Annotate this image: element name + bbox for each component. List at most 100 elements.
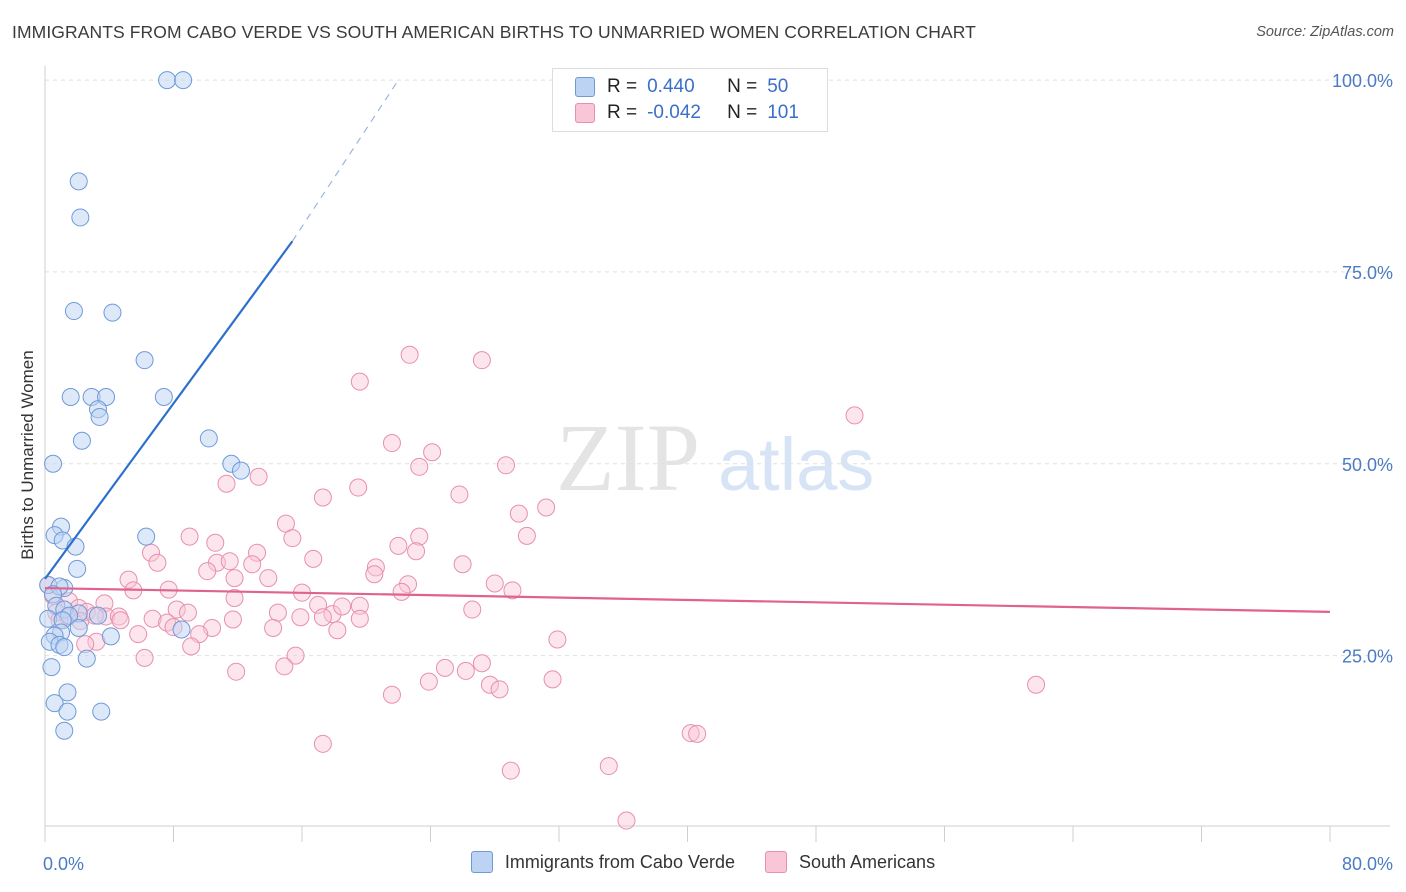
stats-box: R = 0.440 N = 50 R = -0.042 N = 101 [552, 68, 828, 132]
south-american-point [225, 569, 244, 588]
cabo-verde-point [135, 351, 154, 370]
cabo-verde-point [199, 429, 218, 448]
south-american-point [220, 552, 239, 571]
south-american-point [599, 757, 618, 776]
cabo-verde-point [64, 302, 83, 321]
watermark-zip: ZIP [556, 404, 700, 511]
cabo-verde-point [101, 627, 120, 646]
south-american-point [264, 618, 283, 637]
south-american-point [472, 654, 491, 673]
stats-row-south-americans: R = -0.042 N = 101 [575, 100, 799, 126]
south-american-point [135, 648, 154, 667]
south-american-point [392, 582, 411, 601]
south-american-point [548, 630, 567, 649]
south-american-point [111, 611, 130, 630]
south-american-point [198, 562, 217, 581]
south-american-point [206, 533, 225, 552]
stats-n-value: 101 [767, 102, 799, 123]
legend-label: Immigrants from Cabo Verde [504, 851, 735, 872]
south-american-point [313, 488, 332, 507]
stats-r-label: R = [607, 102, 638, 123]
y-tick-label: 75.0% [1342, 263, 1393, 283]
source-attribution: Source: ZipAtlas.com [1256, 24, 1394, 40]
stats-n-value: 50 [767, 76, 789, 97]
south-american-point [291, 608, 310, 627]
legend-item-south-americans[interactable]: South Americans [765, 851, 935, 873]
legend-swatch-blue [470, 851, 493, 873]
cabo-verde-point [72, 431, 91, 450]
cabo-verde-point [44, 454, 63, 473]
cabo-verde-point [154, 387, 173, 406]
cabo-verde-point [58, 702, 77, 721]
south-american-point [182, 637, 201, 656]
south-american-point [313, 608, 332, 627]
south-american-point [490, 680, 509, 699]
cabo-verde-point [61, 387, 80, 406]
south-american-point [178, 603, 197, 622]
south-american-point [328, 621, 347, 640]
cabo-verde-point [58, 683, 77, 702]
cabo-verde-point [69, 618, 88, 637]
south-american-point [435, 658, 454, 677]
south-american-point [223, 610, 242, 629]
south-american-point [501, 761, 520, 780]
south-american-point [496, 456, 515, 475]
chart-legend: Immigrants from Cabo Verde South America… [0, 851, 1406, 873]
south-american-point [283, 529, 302, 548]
south-american-point [323, 605, 342, 624]
south-american-point [227, 662, 246, 681]
south-american-point [217, 474, 236, 493]
south-american-point [225, 589, 244, 608]
south-american-point [407, 542, 426, 561]
cabo-verde-point [103, 303, 122, 322]
cabo-verde-point [69, 172, 88, 191]
cabo-verde-point [158, 71, 177, 90]
south-american-point [268, 603, 287, 622]
south-american-point [845, 406, 864, 425]
south-american-point [158, 613, 177, 632]
south-american-point [243, 555, 262, 574]
cabo-verde-point [68, 559, 87, 578]
south-american-point [399, 575, 418, 594]
south-american-point [400, 345, 419, 364]
cabo-verde-point [172, 620, 191, 639]
south-american-point [350, 372, 369, 391]
south-american-point [463, 600, 482, 619]
south-american-point [503, 581, 522, 600]
south-american-point [382, 434, 401, 453]
south-american-point [410, 527, 429, 546]
south-american-point [148, 553, 167, 572]
south-american-point [480, 675, 499, 694]
south-american-point [304, 549, 323, 568]
legend-swatch-pink [765, 851, 787, 873]
south-american-point [543, 670, 562, 689]
cabo-verde-point [90, 407, 109, 426]
south-american-point [313, 734, 332, 753]
cabo-verde-point [174, 71, 193, 90]
stats-swatch-pink [575, 103, 595, 123]
watermark-atlas: atlas [718, 423, 874, 506]
legend-item-cabo-verde[interactable]: Immigrants from Cabo Verde [470, 851, 735, 873]
south-american-point [423, 443, 442, 462]
south-american-point [681, 724, 700, 743]
legend-label: South Americans [799, 851, 936, 872]
south-american-point [142, 543, 161, 562]
cabo-verde-trendline [44, 240, 294, 580]
south-american-point [333, 597, 352, 616]
south-american-point [472, 351, 491, 370]
cabo-verde-point [71, 208, 90, 227]
stats-swatch-blue [575, 77, 595, 97]
y-tick-label: 25.0% [1342, 647, 1393, 667]
south-american-point [688, 724, 707, 743]
south-american-point [617, 811, 636, 830]
cabo-verde-point [89, 606, 108, 625]
south-american-point [249, 467, 268, 486]
south-american-point [450, 485, 469, 504]
cabo-verde-point [45, 694, 64, 713]
x-tick-label: 80.0% [1342, 854, 1393, 874]
x-tick-label: 0.0% [43, 854, 84, 874]
cabo-verde-point [137, 527, 156, 546]
y-tick-label: 100.0% [1332, 71, 1393, 91]
stats-r-value: 0.440 [647, 76, 695, 97]
